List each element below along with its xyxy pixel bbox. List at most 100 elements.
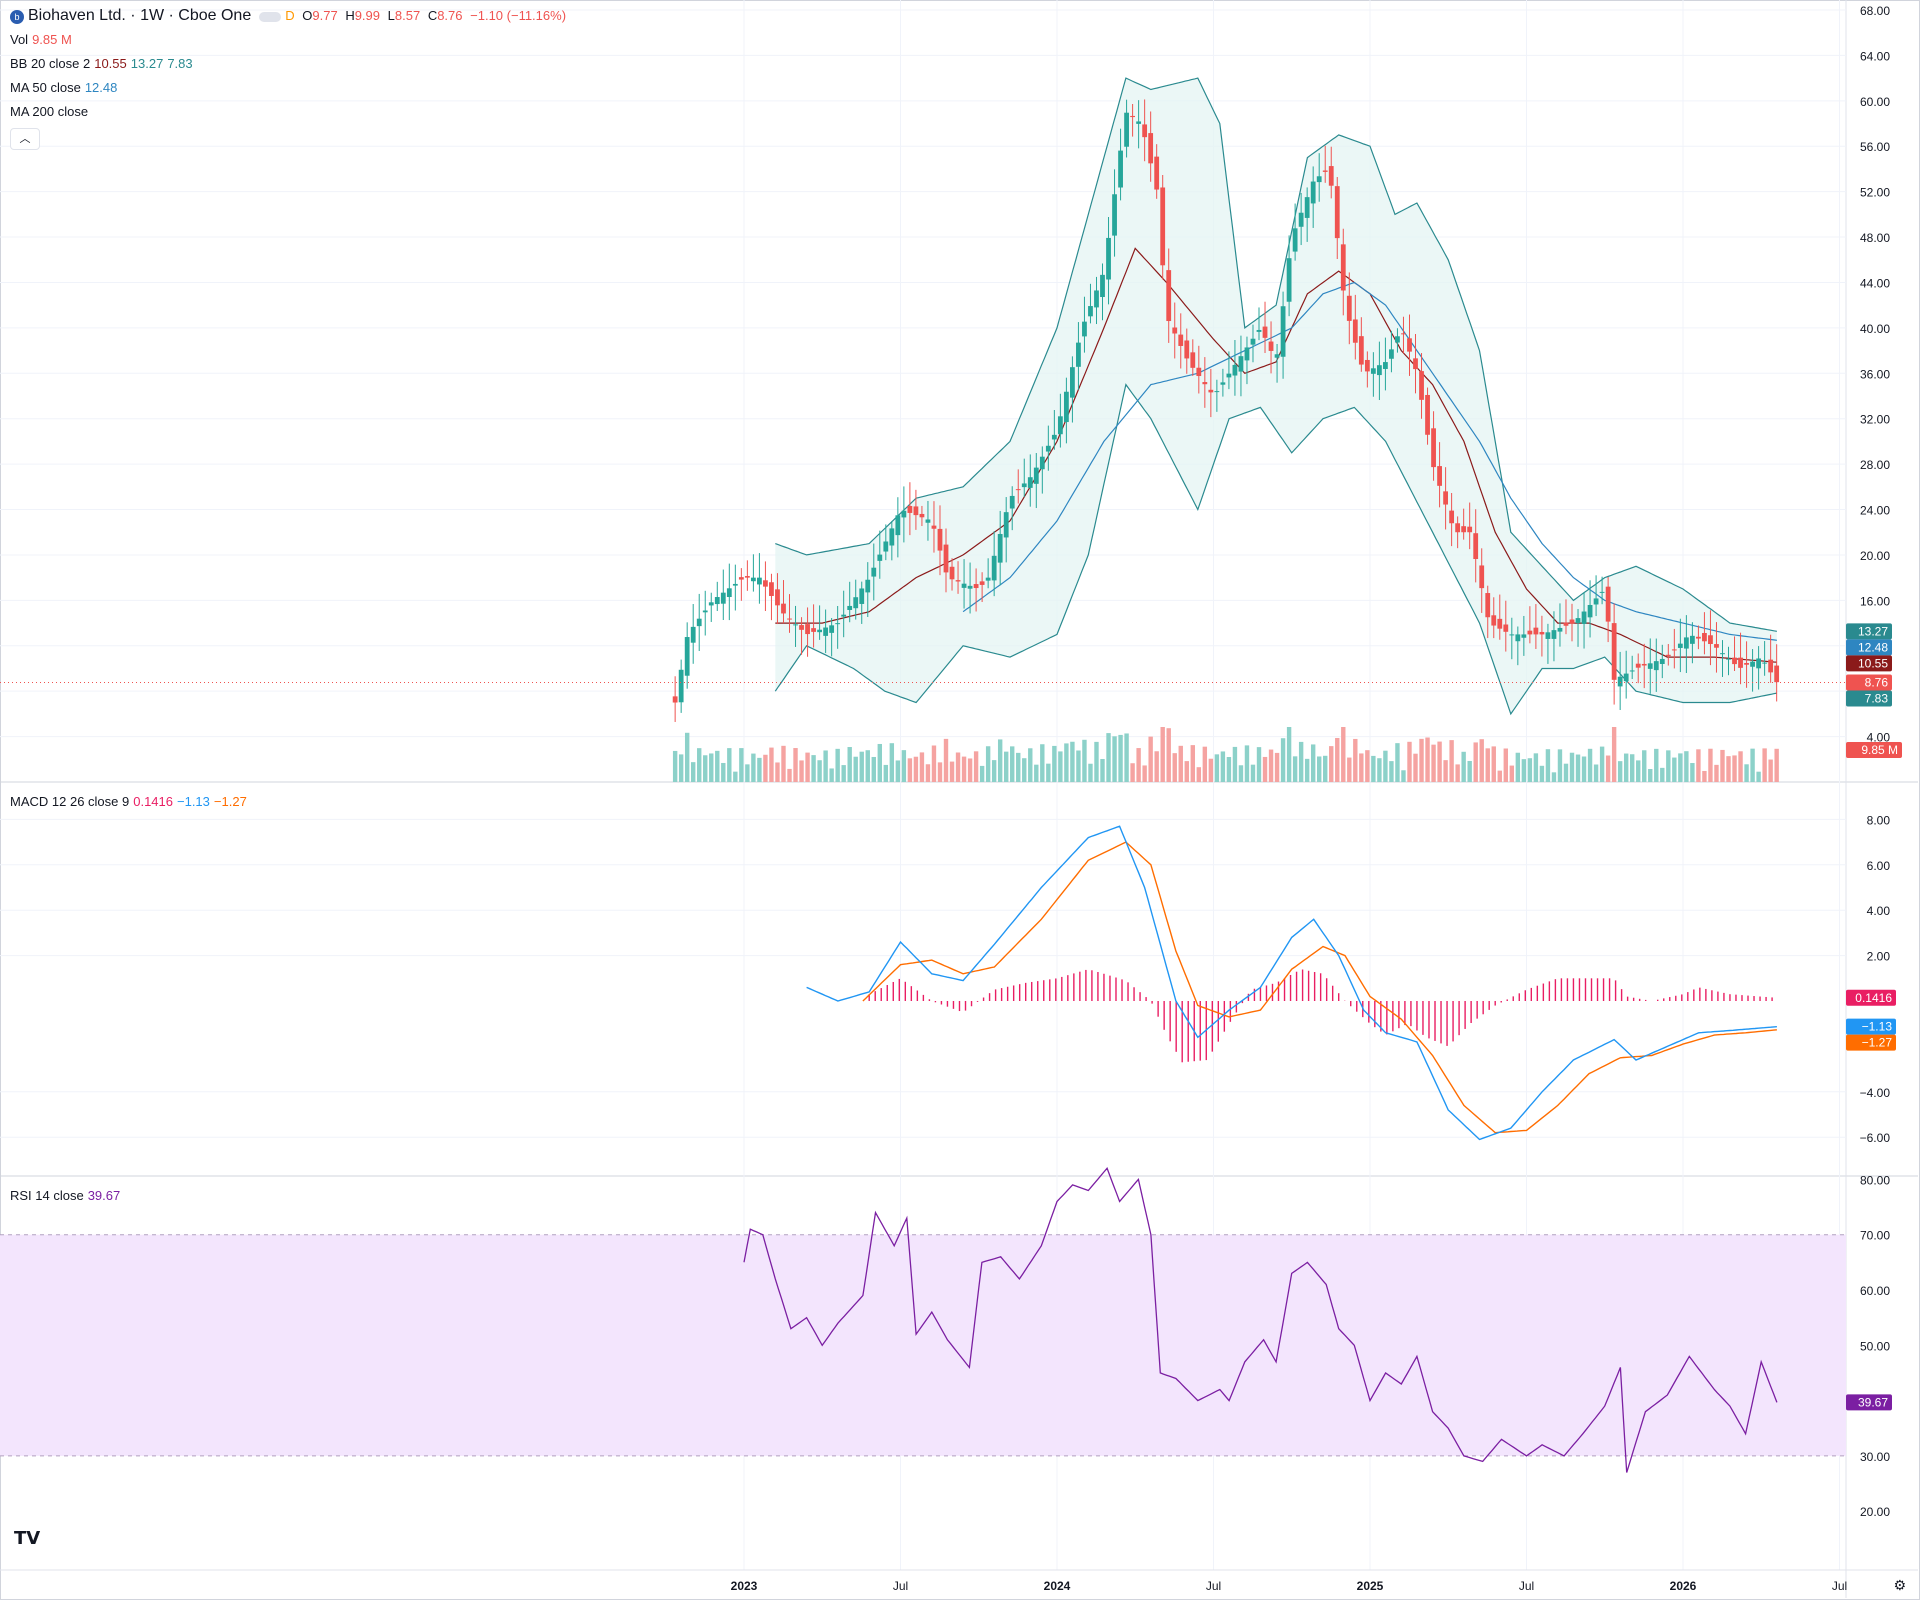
macd-hist-tag-bg [1846,989,1896,1006]
candle-body [907,505,913,513]
candle-body [1148,133,1154,164]
volume-bar [1256,747,1262,782]
volume-bar [973,751,979,782]
candle-body [805,624,810,635]
volume-bar [919,752,925,782]
candle-body [1503,624,1509,632]
candle-body [1172,327,1178,334]
candle-body [1364,359,1370,372]
tradingview-logo-icon[interactable]: 𝗧𝗩 [14,1528,41,1548]
volume-bar [1250,764,1256,782]
macd-hist-value: 0.1416 [133,794,173,809]
symbol-title[interactable]: Biohaven Ltd. · 1W · Cboe One [28,7,252,24]
candle-body [1389,349,1394,359]
candle-body [847,605,853,610]
volume-bar [678,754,684,782]
rsi-label: RSI 14 close [10,1188,84,1203]
candle-body [781,603,786,614]
volume-bar [1569,752,1575,782]
volume-bar [1587,748,1593,782]
macd-legend[interactable]: MACD 12 26 close 9 0.1416 −1.13 −1.27 [10,794,251,810]
gear-icon[interactable]: ⚙ [1893,1577,1906,1593]
volume-bar [1383,750,1388,782]
volume-bar [1485,748,1490,782]
volume-bar [1010,746,1015,782]
macd-tick-label: 4.00 [1867,904,1891,918]
rsi-band [0,1234,1846,1456]
bb-legend[interactable]: BB 20 close 2 10.55 13.27 7.83 [10,56,197,72]
volume-bar [1238,765,1244,782]
open-value: 9.77 [312,8,338,23]
volume-bar [913,756,919,782]
candle-body [1708,635,1713,645]
candle-body [1461,526,1467,533]
candle-body [1605,586,1611,622]
candle-body [1226,373,1232,378]
vol-legend[interactable]: Vol 9.85 M [10,32,76,48]
candle-body [1003,512,1009,538]
time-tick-label: Jul [1206,1579,1221,1593]
candle-body [967,585,973,589]
volume-bar [697,748,702,782]
volume-bar [1335,737,1340,782]
volume-bar [1768,759,1773,782]
candle-body [1383,362,1388,369]
candle-body [696,618,702,627]
candle-body [895,515,901,536]
candle-body [1202,382,1208,385]
volume-bar [1509,765,1515,782]
candle-body [1142,124,1148,138]
volume-bar [1593,764,1599,782]
ma200-legend[interactable]: MA 200 close [10,104,92,120]
volume-bar [1666,750,1671,782]
price-tick-label: 48.00 [1860,231,1890,245]
candle-body [841,614,847,617]
candle-body [1178,334,1184,346]
candle-body [1449,510,1455,524]
candle-body [1575,618,1581,624]
ma50-legend[interactable]: MA 50 close 12.48 [10,80,121,96]
volume-bar [787,768,792,782]
symbol-legend[interactable]: b Biohaven Ltd. · 1W · Cboe One D O9.77 H9… [10,8,570,24]
candle-body [1623,673,1629,682]
rsi-tick-label: 60.00 [1860,1284,1890,1298]
candle-body [1491,615,1497,626]
volume-bar [1022,758,1027,782]
candle-body [1358,336,1364,365]
chevron-up-icon[interactable]: ︿ [10,128,40,150]
bb-basis-tag-bg [1846,655,1892,672]
volume-bar [1268,749,1274,782]
volume-bar [739,748,744,782]
volume-bar [1539,765,1545,782]
candle-body [684,637,690,676]
volume-bar [1521,759,1527,782]
rsi-value: 39.67 [87,1188,121,1203]
candle-body [1100,274,1105,298]
candle-body [1154,156,1160,190]
macd-signal-tag-bg [1846,1034,1896,1051]
volume-bar [1130,763,1135,782]
volume-bar [1605,755,1611,782]
candle-body [1244,347,1250,361]
volume-bar [961,756,967,782]
candle-body [1563,622,1569,626]
volume-bar [1617,761,1623,782]
candle-body [793,624,798,626]
bb-lower-tag-bg [1846,690,1892,707]
high-label: H [345,8,355,23]
rsi-legend[interactable]: RSI 14 close 39.67 [10,1188,124,1204]
macd-label: MACD 12 26 close 9 [10,794,130,809]
volume-bar [1750,748,1755,782]
candle-body [1431,428,1436,468]
price-tick-label: 44.00 [1860,276,1890,290]
volume-bar [745,764,750,782]
volume-bar [937,762,943,782]
volume-bar [1052,745,1057,782]
candle-body [1617,676,1623,687]
candle-body [1298,212,1304,227]
candle-body [859,588,865,604]
candle-body [1720,653,1725,655]
volume-bar [793,748,798,782]
candle-body [732,583,738,586]
